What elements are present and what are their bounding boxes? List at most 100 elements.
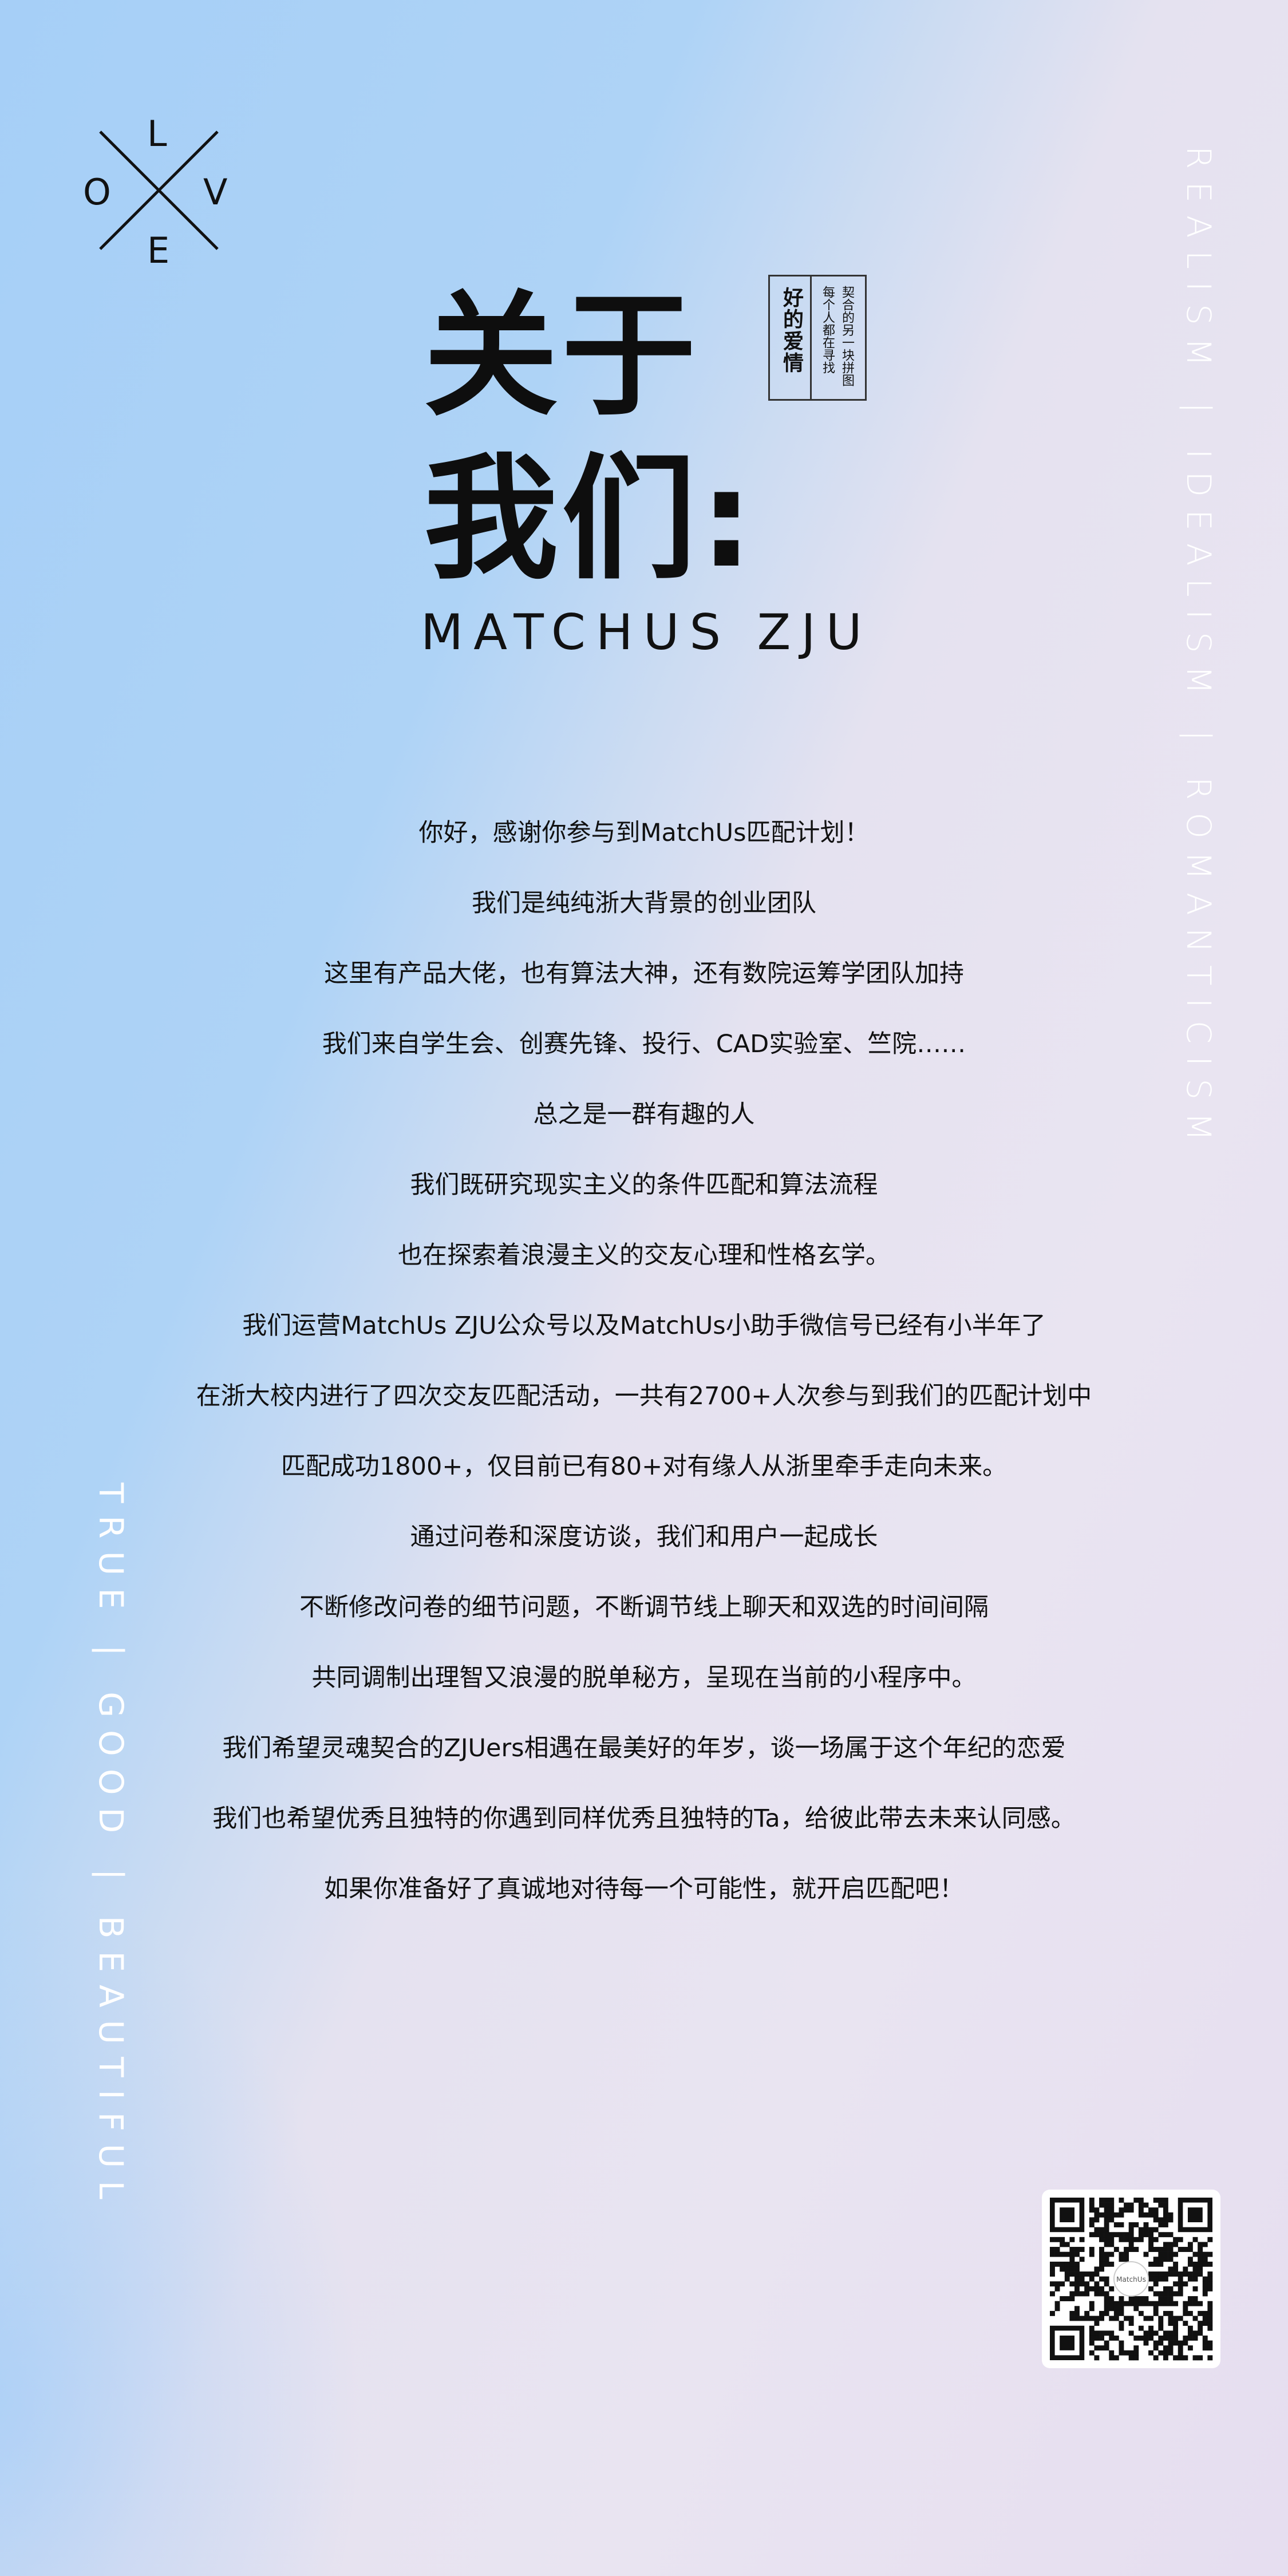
qr-module [1187, 2261, 1193, 2267]
qr-module [1148, 2232, 1154, 2238]
qr-module [1050, 2237, 1055, 2242]
qr-module [1089, 2222, 1095, 2227]
qr-module [1183, 2306, 1188, 2312]
qr-module [1178, 2276, 1183, 2282]
qr-module [1109, 2242, 1115, 2247]
qr-module [1143, 2227, 1149, 2233]
qr-module [1148, 2261, 1154, 2267]
qr-module [1187, 2276, 1193, 2282]
qr-module [1168, 2291, 1174, 2297]
qr-module [1119, 2296, 1124, 2302]
qr-module [1099, 2198, 1104, 2203]
qr-module [1054, 2301, 1060, 2306]
qr-module [1060, 2251, 1065, 2257]
qr-module [1192, 2296, 1198, 2302]
qr-module [1207, 2237, 1213, 2242]
qr-module [1168, 2321, 1174, 2326]
qr-module [1202, 2281, 1208, 2287]
qr-module [1198, 2242, 1203, 2247]
qr-module [1113, 2335, 1119, 2341]
qr-module [1173, 2291, 1179, 2297]
qr-module [1207, 2306, 1213, 2312]
qr-module [1153, 2345, 1159, 2351]
qr-module [1060, 2237, 1065, 2242]
qr-module [1079, 2257, 1085, 2262]
qr-module [1192, 2251, 1198, 2257]
qr-module [1104, 2257, 1109, 2262]
qr-module [1109, 2198, 1115, 2203]
qr-module [1128, 2202, 1134, 2208]
qr-module [1148, 2227, 1154, 2233]
qr-module [1192, 2276, 1198, 2282]
qr-module [1187, 2296, 1193, 2302]
qr-module [1128, 2355, 1134, 2361]
qr-module [1109, 2335, 1115, 2341]
qr-module [1069, 2251, 1075, 2257]
qr-module [1060, 2281, 1065, 2287]
qr-module [1104, 2261, 1109, 2267]
qr-module [1099, 2247, 1104, 2252]
page-title: 关于 我们: [424, 275, 757, 601]
body-line: 匹配成功1800+，仅目前已有80+对有缘人从浙里牵手走向未来。 [280, 1452, 1008, 1481]
qr-module [1173, 2330, 1179, 2336]
qr-module [1163, 2207, 1168, 2213]
qr-module [1094, 2286, 1100, 2291]
qr-module [1178, 2355, 1183, 2361]
qr-module [1143, 2330, 1149, 2336]
qr-module [1089, 2217, 1095, 2223]
qr-module [1148, 2237, 1154, 2242]
qr-module [1168, 2251, 1174, 2257]
qr-module [1104, 2296, 1109, 2302]
qr-module [1207, 2301, 1213, 2306]
qr-module [1173, 2266, 1179, 2272]
qr-module [1133, 2350, 1139, 2356]
qr-module [1119, 2310, 1124, 2316]
qr-module [1158, 2340, 1164, 2346]
qr-module [1138, 2301, 1144, 2306]
qr-module [1113, 2355, 1119, 2361]
qr-module [1119, 2301, 1124, 2306]
qr-module [1119, 2345, 1124, 2351]
qr-module [1153, 2247, 1159, 2252]
qr-module [1148, 2247, 1154, 2252]
qr-module [1207, 2325, 1213, 2331]
qr-module [1143, 2340, 1149, 2346]
qr-module [1173, 2321, 1179, 2326]
qr-module [1192, 2261, 1198, 2267]
qr-module [1069, 2310, 1075, 2316]
qr-module [1198, 2321, 1203, 2326]
qr-module [1054, 2281, 1060, 2287]
qr-module [1054, 2286, 1060, 2291]
qr-module [1158, 2247, 1164, 2252]
qr-module [1074, 2291, 1080, 2297]
qr-module [1192, 2355, 1198, 2361]
qr-module [1099, 2202, 1104, 2208]
qr-module [1054, 2306, 1060, 2312]
body-line: 如果你准备好了真诚地对待每一个可能性，就开启匹配吧！ [324, 1875, 964, 1903]
qr-module [1109, 2316, 1115, 2321]
qr-module [1138, 2237, 1144, 2242]
qr-module [1168, 2271, 1174, 2277]
qr-module [1119, 2198, 1124, 2203]
qr-code-icon[interactable]: MatchUs [1042, 2190, 1220, 2368]
logo-letter-o: O [83, 171, 111, 213]
qr-module [1094, 2330, 1100, 2336]
qr-module [1207, 2281, 1213, 2287]
qr-module [1124, 2247, 1129, 2252]
qr-module [1163, 2217, 1168, 2223]
qr-module [1138, 2212, 1144, 2218]
qr-module [1153, 2271, 1159, 2277]
qr-module [1069, 2271, 1075, 2277]
qr-module [1119, 2212, 1124, 2218]
qr-module [1099, 2330, 1104, 2336]
qr-module [1109, 2306, 1115, 2312]
qr-module [1050, 2310, 1055, 2316]
qr-module [1128, 2232, 1134, 2238]
qr-module [1128, 2237, 1134, 2242]
qr-module [1119, 2232, 1124, 2238]
qr-module [1069, 2237, 1075, 2242]
qr-module [1178, 2247, 1183, 2252]
qr-module [1178, 2345, 1183, 2351]
qr-module [1074, 2251, 1080, 2257]
qr-module [1148, 2286, 1154, 2291]
